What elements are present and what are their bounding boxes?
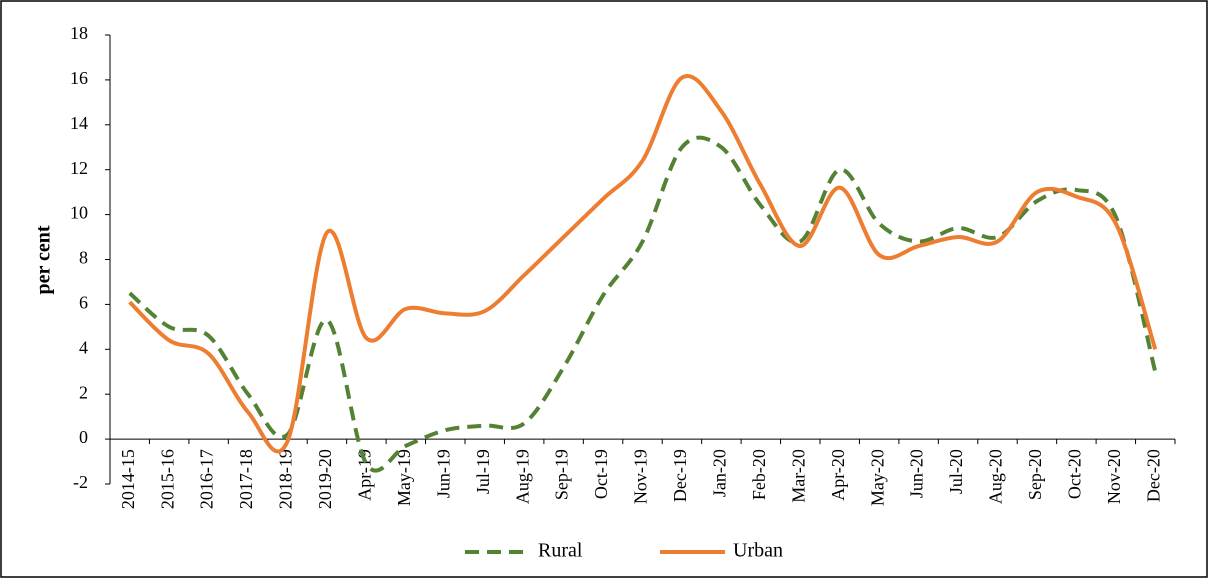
- x-tick-label: Jul-19: [473, 449, 493, 494]
- x-tick-label: Feb-20: [749, 449, 769, 500]
- y-tick-label: 0: [79, 427, 88, 447]
- y-tick-label: 2: [79, 382, 88, 402]
- x-tick-label: 2017-18: [236, 449, 256, 509]
- x-tick-label: May-20: [867, 449, 887, 506]
- y-tick-label: 10: [70, 203, 88, 223]
- y-tick-label: 4: [79, 337, 88, 357]
- x-tick-label: Dec-20: [1143, 449, 1163, 502]
- legend-label: Urban: [733, 540, 783, 562]
- x-tick-label: Aug-19: [512, 449, 532, 504]
- x-tick-label: 2014-15: [118, 449, 138, 509]
- x-tick-label: Jun-20: [907, 449, 927, 498]
- x-tick-label: Jan-20: [710, 449, 730, 497]
- y-tick-label: 16: [70, 68, 88, 88]
- x-tick-label: Apr-20: [828, 449, 848, 501]
- x-tick-label: Aug-20: [986, 449, 1006, 504]
- y-tick-label: 6: [79, 293, 88, 313]
- y-tick-label: 18: [70, 23, 88, 43]
- x-tick-label: 2015-16: [157, 449, 177, 509]
- x-tick-label: Nov-20: [1104, 449, 1124, 504]
- x-tick-label: Oct-20: [1065, 449, 1085, 499]
- x-tick-label: Nov-19: [631, 449, 651, 504]
- y-tick-label: 12: [70, 158, 88, 178]
- x-tick-label: 2018-19: [276, 449, 296, 509]
- x-tick-label: Dec-19: [670, 449, 690, 502]
- x-tick-label: Sep-20: [1025, 449, 1045, 500]
- series-line: [128, 135, 1158, 473]
- x-tick-label: Sep-19: [552, 449, 572, 500]
- x-tick-label: Mar-20: [788, 449, 808, 503]
- x-tick-label: Oct-19: [591, 449, 611, 499]
- x-tick-label: May-19: [394, 449, 414, 506]
- legend-label: Rural: [538, 540, 583, 562]
- x-tick-label: Jun-19: [433, 449, 453, 498]
- x-tick-label: Apr-19: [355, 449, 375, 501]
- y-axis-label: per cent: [33, 225, 55, 294]
- x-tick-label: 2019-20: [315, 449, 335, 509]
- y-tick-label: 8: [79, 248, 88, 268]
- y-tick-label: 14: [70, 113, 88, 133]
- series-line: [128, 74, 1158, 454]
- x-tick-label: 2016-17: [197, 449, 217, 509]
- x-tick-label: Jul-20: [946, 449, 966, 494]
- y-tick-label: -2: [73, 472, 88, 492]
